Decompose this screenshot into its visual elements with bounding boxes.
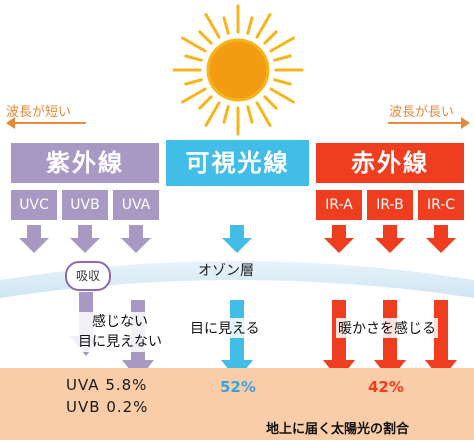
uva-label: UVA	[113, 190, 159, 220]
sun-ray	[263, 30, 278, 45]
down-arrow-icon	[121, 225, 151, 253]
visible-proportion: 52%	[220, 378, 256, 396]
sun-ray	[198, 95, 213, 110]
ir-header: 赤外線	[316, 143, 464, 183]
uvb-proportion-value: 0.2%	[106, 398, 149, 416]
uva-proportion-label: UVA	[66, 376, 100, 394]
sun-ray	[255, 101, 272, 127]
uva-proportion: UVA 5.8%	[66, 376, 147, 394]
absorption-badge: 吸収	[65, 261, 111, 291]
sun-ray	[222, 16, 230, 35]
ozone-layer	[0, 261, 474, 298]
down-arrow-icon	[426, 225, 456, 253]
sun-ray	[269, 36, 295, 53]
visible-header: 可視光線	[166, 140, 309, 186]
sun-ray	[273, 78, 292, 86]
ir-proportion: 42%	[368, 378, 404, 396]
uvb-label: UVB	[62, 190, 108, 220]
uvc-label: UVC	[11, 190, 57, 220]
ir-c-label: IR-C	[418, 190, 464, 220]
down-arrow-icon	[324, 225, 354, 253]
long-wavelength-label: 波長が長い	[389, 105, 455, 120]
uvb-proportion: UVB 0.2%	[66, 398, 148, 416]
uvb-proportion-label: UVB	[66, 398, 101, 416]
ir-effect-label: 暖かさを感じる	[336, 318, 438, 338]
sun-ray	[246, 105, 254, 124]
sun-ray	[184, 54, 203, 62]
visible-effect-label: 目に見える	[188, 318, 262, 338]
left-arrow-icon	[6, 117, 86, 129]
sun-ray	[198, 30, 213, 45]
uv-effect-line2: 目に見えない	[62, 332, 178, 352]
right-arrow-icon	[388, 117, 470, 129]
proportions-panel	[0, 368, 474, 440]
sun-ray	[273, 54, 292, 62]
sun-icon	[172, 4, 304, 136]
sun-ray	[204, 101, 221, 127]
sun-ray	[222, 105, 230, 124]
short-wavelength-label: 波長が短い	[6, 105, 72, 120]
sun-ray	[255, 13, 272, 39]
down-arrow-icon	[222, 225, 252, 253]
sun-ray	[204, 13, 221, 39]
footnote: 地上に届く太陽光の割合	[266, 422, 410, 437]
down-arrow-icon	[70, 225, 100, 253]
uv-effect-label: 感じない 目に見えない	[62, 312, 178, 352]
uv-header: 紫外線	[11, 143, 159, 183]
uva-proportion-value: 5.8%	[105, 376, 148, 394]
sun-ray	[181, 87, 207, 104]
sun-ray	[246, 16, 254, 35]
sun-ray	[269, 87, 295, 104]
sun-ray	[184, 78, 203, 86]
ir-a-label: IR-A	[316, 190, 362, 220]
ir-b-label: IR-B	[367, 190, 413, 220]
uv-effect-line1: 感じない	[62, 312, 178, 332]
down-arrow-icon	[375, 225, 405, 253]
sun-ray	[181, 36, 207, 53]
down-arrow-icon	[19, 225, 49, 253]
ozone-label: オゾン層	[198, 263, 254, 279]
sun-ray	[263, 95, 278, 110]
